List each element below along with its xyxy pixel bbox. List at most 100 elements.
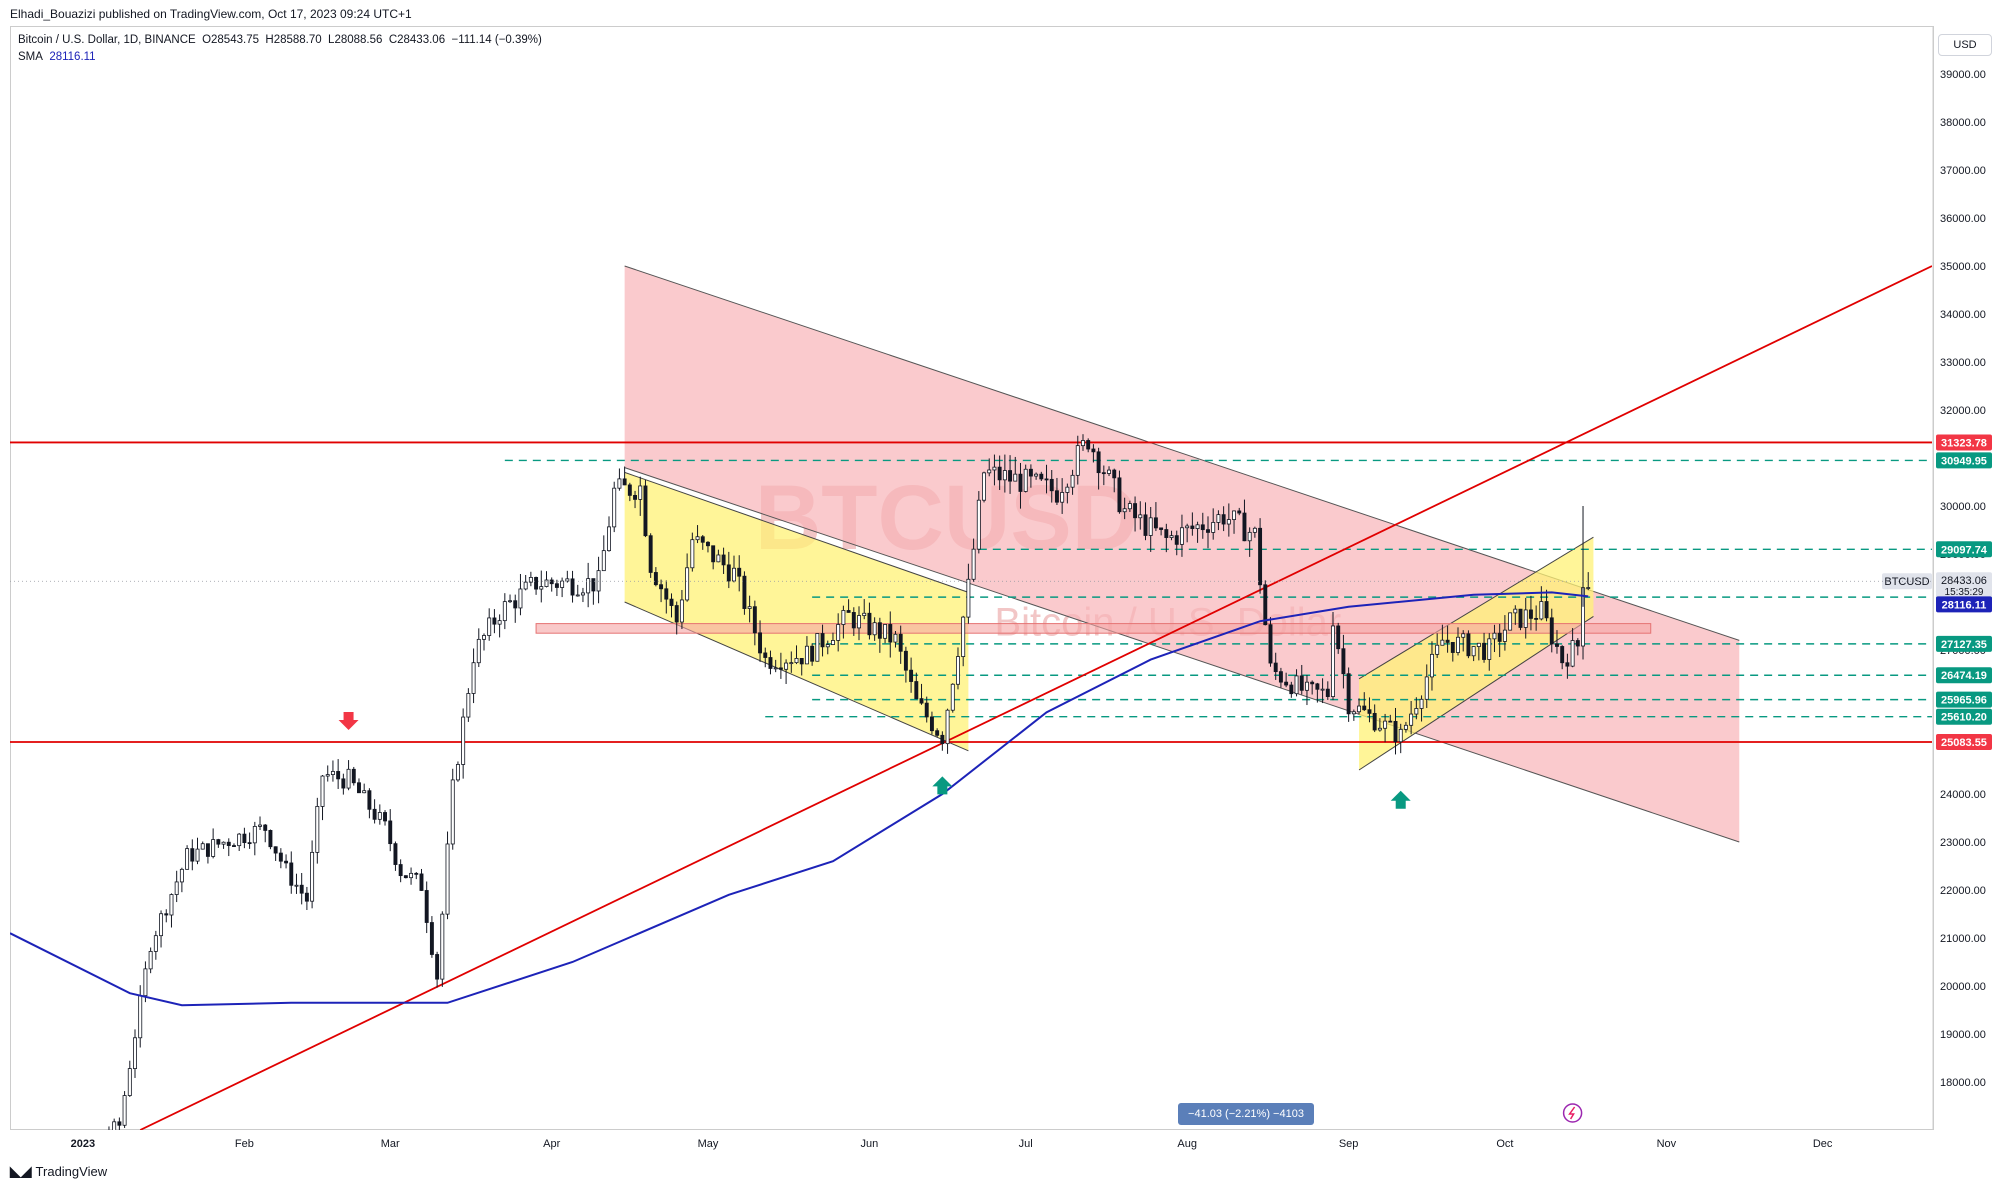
candle-body (221, 841, 226, 845)
candle-body (1018, 473, 1023, 492)
candle-body (1143, 514, 1148, 536)
candle (1440, 624, 1445, 646)
candle (190, 839, 195, 871)
candle-body (450, 779, 455, 845)
candle-body (1216, 514, 1221, 523)
candle-body (1315, 683, 1320, 690)
candle (133, 1029, 137, 1078)
currency-button[interactable]: USD (1938, 34, 1992, 56)
candle-body (1440, 639, 1445, 646)
candle (1190, 512, 1195, 536)
candle-body (127, 1068, 132, 1096)
candle-body (153, 935, 158, 952)
candle-body (612, 487, 617, 528)
candle (534, 576, 539, 595)
candle (653, 567, 658, 587)
candle-body (778, 667, 783, 670)
candle (1456, 627, 1460, 656)
candle (695, 525, 700, 544)
candle (226, 838, 231, 857)
candle (1497, 623, 1502, 658)
candle-body (1414, 708, 1419, 715)
level-tag-1: 25083.55 (1941, 737, 1987, 749)
candle-body (539, 586, 544, 590)
candle (1502, 615, 1507, 651)
candle-body (1252, 527, 1257, 533)
candle-body (997, 466, 1002, 481)
candle-body (945, 709, 950, 745)
y-tick-label: 20000.00 (1940, 981, 1986, 993)
candle-body (179, 868, 184, 883)
candle (669, 593, 674, 618)
candle (903, 646, 908, 683)
candle (940, 731, 945, 751)
candle-body (398, 864, 403, 877)
candle-body (570, 578, 575, 596)
candle (45, 1135, 48, 1162)
candle-body (164, 913, 169, 916)
candle-body (622, 478, 627, 486)
candle (1164, 523, 1169, 553)
candle-body (669, 598, 674, 606)
candle-body (1008, 470, 1013, 482)
candle (1221, 506, 1226, 532)
candle (1570, 628, 1575, 668)
candle (1138, 501, 1143, 530)
candle (1419, 695, 1424, 722)
candle (284, 854, 289, 869)
candle (1060, 478, 1065, 514)
candle-body (1258, 527, 1263, 586)
legend-low: 28088.56 (334, 34, 383, 46)
candle (414, 872, 419, 880)
candle (607, 516, 611, 552)
tradingview-logo[interactable]: ◣◢ TradingView (10, 1163, 107, 1180)
candle (1461, 630, 1466, 652)
candle (1315, 682, 1320, 703)
candle-body (455, 764, 460, 781)
arrow-down-icon (338, 712, 359, 730)
candle-body (747, 606, 752, 609)
candle-body (1060, 492, 1065, 503)
candle (273, 846, 278, 861)
candle-body (1206, 529, 1210, 533)
candle (1523, 597, 1528, 639)
candle (888, 611, 893, 658)
candle (633, 490, 638, 509)
candle-body (346, 768, 351, 789)
candle (737, 555, 742, 592)
candle (108, 1126, 110, 1130)
candle (185, 845, 190, 870)
candle-body (1445, 639, 1450, 643)
candle (560, 577, 565, 598)
candle (867, 602, 872, 640)
candle (643, 479, 648, 538)
candle (174, 870, 179, 903)
candle-body (768, 657, 773, 669)
candle-body (648, 535, 653, 573)
candle (377, 804, 382, 825)
candle-body (820, 633, 825, 648)
candle-body (1419, 698, 1424, 709)
candle (1555, 630, 1559, 654)
candle-body (237, 833, 242, 847)
candle-body (528, 577, 533, 583)
candle-body (1435, 644, 1440, 655)
candle-body (24, 1144, 27, 1148)
sma-line (10, 591, 1589, 1007)
candle-body (966, 578, 971, 618)
candle-body (1570, 640, 1575, 667)
candle (627, 482, 632, 502)
candle (1127, 500, 1132, 512)
candle-body (1263, 584, 1268, 626)
candle-body (773, 667, 778, 670)
candle-body (976, 499, 981, 550)
candle (539, 570, 544, 603)
candle-body (1044, 478, 1049, 481)
candle-body (1101, 472, 1106, 475)
sma-tag-bg (1936, 596, 1992, 613)
candle (1013, 456, 1018, 482)
candle (622, 466, 627, 486)
candle-body (1398, 728, 1403, 743)
candle-body (549, 579, 554, 585)
